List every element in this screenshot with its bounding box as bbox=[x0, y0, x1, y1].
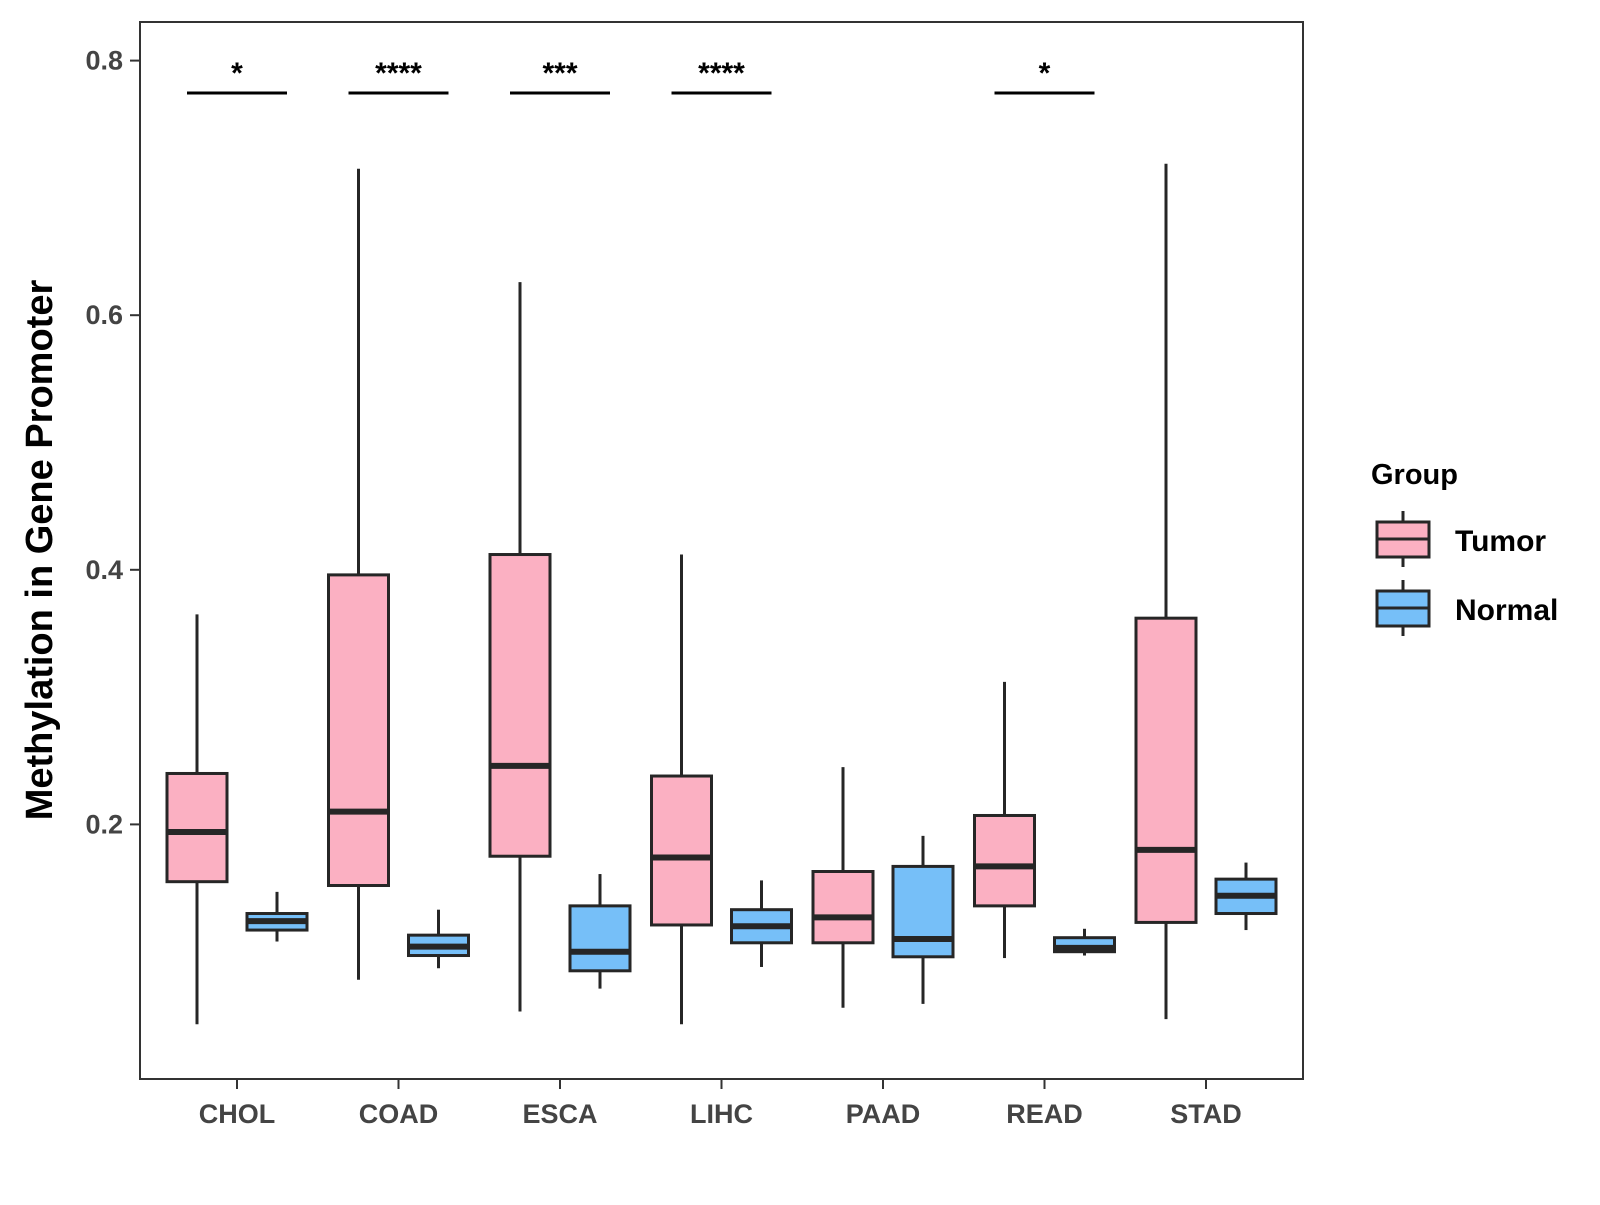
x-tick-label-stad: STAD bbox=[1170, 1099, 1242, 1129]
iqr-box-esca-tumor bbox=[488, 553, 552, 858]
y-axis: 0.2 0.4 0.6 0.8 bbox=[85, 46, 140, 839]
iqr-box-chol-tumor bbox=[165, 771, 229, 884]
boxes-layer bbox=[165, 163, 1278, 1025]
box-esca-tumor bbox=[488, 282, 552, 1012]
y-tick-label-0.2: 0.2 bbox=[85, 809, 123, 839]
box-read-tumor bbox=[973, 681, 1036, 959]
box-chol-normal bbox=[245, 891, 309, 942]
box-stad-normal bbox=[1214, 862, 1278, 931]
box-stad-tumor bbox=[1134, 163, 1198, 1020]
x-tick-label-paad: PAAD bbox=[846, 1099, 921, 1129]
significance-label-read: * bbox=[1039, 57, 1051, 90]
box-coad-normal bbox=[407, 909, 470, 969]
x-tick-label-esca: ESCA bbox=[522, 1099, 597, 1129]
y-axis-title: Methylation in Gene Promoter bbox=[19, 280, 61, 821]
y-tick-label-0.6: 0.6 bbox=[85, 300, 123, 330]
iqr-box-esca-normal bbox=[568, 904, 632, 973]
x-axis: CHOL COAD ESCA LIHC PAAD READ STAD bbox=[199, 1079, 1242, 1129]
iqr-box-paad-normal bbox=[891, 864, 955, 959]
legend-item-tumor: Tumor bbox=[1375, 511, 1546, 567]
iqr-box-read-tumor bbox=[973, 813, 1036, 908]
significance-label-esca: *** bbox=[542, 57, 577, 90]
box-paad-tumor bbox=[811, 767, 875, 1008]
box-lihc-tumor bbox=[650, 554, 713, 1025]
iqr-box-paad-tumor bbox=[811, 870, 875, 945]
x-tick-label-read: READ bbox=[1006, 1099, 1083, 1129]
box-read-normal bbox=[1053, 928, 1116, 956]
iqr-box-stad-tumor bbox=[1134, 616, 1198, 924]
legend-item-normal: Normal bbox=[1375, 580, 1558, 636]
box-esca-normal bbox=[568, 874, 632, 989]
box-chol-tumor bbox=[165, 614, 229, 1025]
x-tick-label-coad: COAD bbox=[359, 1099, 439, 1129]
legend-title: Group bbox=[1371, 459, 1458, 491]
x-tick-label-lihc: LIHC bbox=[690, 1099, 753, 1129]
legend: Group Tumor Normal bbox=[1371, 459, 1558, 636]
y-tick-label-0.8: 0.8 bbox=[85, 46, 123, 76]
annotations-layer: * **** *** **** * bbox=[187, 57, 1095, 95]
y-tick-label-0.4: 0.4 bbox=[85, 555, 123, 585]
iqr-box-coad-tumor bbox=[327, 573, 390, 888]
x-tick-label-chol: CHOL bbox=[199, 1099, 276, 1129]
box-lihc-normal bbox=[730, 880, 793, 967]
significance-label-lihc: **** bbox=[698, 57, 745, 90]
significance-label-chol: * bbox=[231, 57, 243, 90]
box-paad-normal bbox=[891, 835, 955, 1004]
legend-label-tumor: Tumor bbox=[1455, 525, 1546, 558]
significance-label-coad: **** bbox=[375, 57, 422, 90]
box-coad-tumor bbox=[327, 168, 390, 980]
iqr-box-lihc-tumor bbox=[650, 774, 713, 927]
legend-label-normal: Normal bbox=[1455, 594, 1558, 627]
